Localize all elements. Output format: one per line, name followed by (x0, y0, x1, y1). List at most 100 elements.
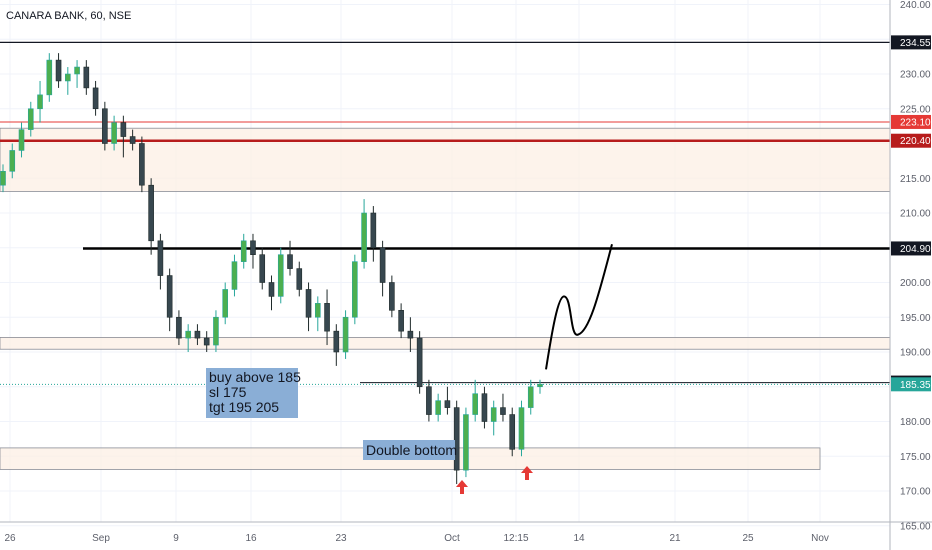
candle-body (166, 275, 173, 318)
candle-body (444, 400, 451, 408)
y-tick-label: 225.00 (900, 104, 931, 115)
candle-body (333, 330, 340, 353)
up-arrow-icon (521, 466, 533, 480)
x-tick-label: 23 (335, 533, 347, 544)
candle-body (268, 282, 275, 297)
candle-body (389, 282, 395, 311)
y-tick-label: 210.00 (900, 209, 931, 220)
candle-body (46, 59, 53, 96)
zones (0, 127, 891, 470)
x-tick-label: 14 (573, 533, 585, 544)
candle-body (370, 212, 377, 249)
price-label-text: 223.10 (900, 117, 931, 128)
candle-body (296, 268, 303, 290)
candle-body (453, 407, 460, 471)
candle-body (287, 254, 293, 269)
annotation-trade-line: tgt 195 205 (209, 399, 279, 415)
price-label-text: 185.35 (900, 380, 931, 391)
arrows (456, 466, 533, 494)
price-label-badge (891, 35, 931, 50)
annotation-trade-line: sl 175 (209, 384, 247, 400)
price-label-badge (891, 377, 931, 392)
price-label-text: 220.40 (900, 136, 931, 147)
x-tick-label: 9 (173, 533, 179, 544)
candle-body (481, 393, 488, 422)
zone-rect (0, 127, 891, 192)
candle-body (120, 122, 127, 137)
candle-body (139, 143, 145, 186)
candle-body (490, 407, 497, 422)
candle-body (314, 303, 321, 318)
y-tick-label: 240.00 (900, 0, 931, 11)
price-label-badge (891, 114, 931, 129)
candle-body (129, 136, 136, 144)
y-axis: 165.00170.00175.00180.00185.00190.00195.… (889, 0, 931, 550)
candle-body (74, 66, 80, 75)
candle-body (527, 386, 534, 408)
y-tick-label: 200.00 (900, 278, 931, 289)
candle-body (537, 384, 543, 388)
x-tick-label: 26 (4, 533, 16, 544)
candle-body (398, 309, 404, 332)
candle-body (277, 254, 284, 297)
x-tick-label: Sep (92, 533, 110, 544)
candle-body (324, 303, 330, 332)
x-tick-label: Oct (444, 533, 460, 544)
candle-body (27, 108, 34, 130)
candle-body (500, 407, 506, 415)
annotation-double-bottom: Double bottom (366, 442, 457, 458)
candle-body (231, 261, 238, 290)
candle-body (518, 407, 525, 450)
candle-body (55, 59, 62, 82)
candles (0, 53, 543, 485)
candle-body (509, 414, 516, 450)
chart-title: CANARA BANK, 60, NSE (6, 10, 131, 22)
candle-body (148, 184, 154, 242)
annotation-box-double-bottom (363, 440, 455, 460)
price-label-text: 204.90 (900, 244, 931, 255)
price-label-text: 234.55 (900, 38, 931, 49)
candle-body (361, 212, 367, 262)
price-label-badge (891, 241, 931, 256)
y-tick-label: 190.00 (900, 348, 931, 359)
y-tick-label: 175.00 (900, 452, 931, 463)
candle-body (259, 254, 266, 283)
x-tick-label: 25 (742, 533, 754, 544)
y-tick-label: 170.00 (900, 487, 931, 498)
annotation-box-trade (206, 368, 298, 418)
candle-body (18, 129, 25, 151)
candle-body (379, 247, 386, 283)
candle-body (463, 414, 469, 471)
candle-body (83, 66, 90, 89)
x-tick-label: 16 (245, 533, 257, 544)
candle-body (305, 289, 312, 318)
candle-body (176, 316, 182, 339)
candle-body (65, 73, 71, 82)
y-tick-label: 165.00 (900, 521, 931, 532)
candle-body (9, 150, 16, 172)
candle-body (185, 330, 191, 339)
candle-body (426, 386, 432, 415)
candle-body (435, 400, 441, 415)
candle-body (194, 330, 201, 339)
price-label-badge (891, 133, 931, 148)
x-tick-label: 12:15 (503, 533, 528, 544)
candle-body (416, 337, 423, 388)
candle-body (352, 261, 358, 318)
x-tick-label: Nov (811, 533, 829, 544)
candle-body (407, 330, 414, 339)
candle-body (213, 316, 219, 346)
zone-rect (0, 337, 891, 350)
candle-body (0, 171, 6, 186)
candle-body (250, 240, 256, 256)
y-tick-label: 195.00 (900, 313, 931, 324)
x-axis: 26 Sep 9 16 23 Oct 12:15 14 21 25 Nov (0, 521, 932, 544)
candle-body (37, 94, 43, 110)
projection-path (545, 244, 613, 370)
x-tick-label: 21 (669, 533, 681, 544)
candle-body (102, 108, 108, 144)
candle-body (157, 240, 164, 276)
annotation-trade-line: buy above 185 (209, 369, 301, 385)
